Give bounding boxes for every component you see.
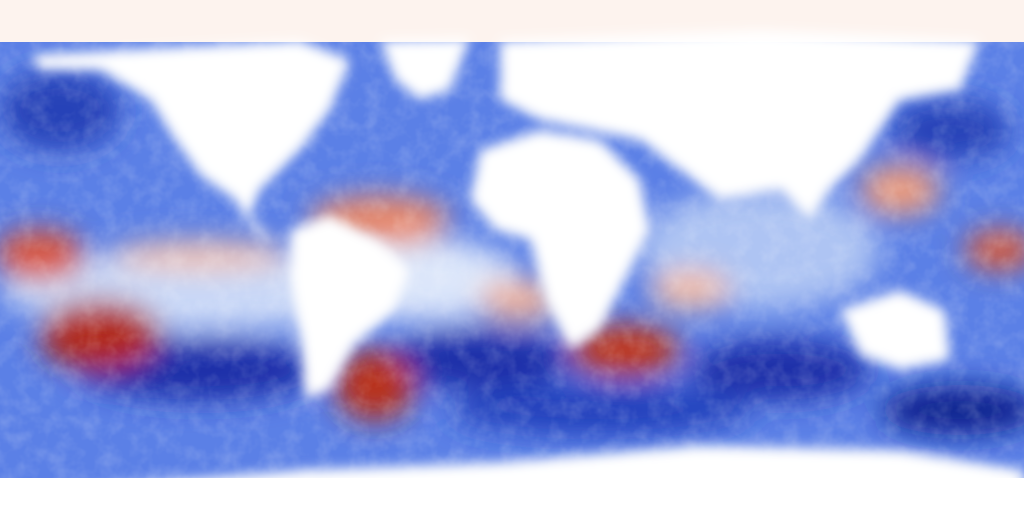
landmasses [0,30,1024,512]
australia [840,290,950,370]
eurasia [500,30,980,220]
north-america [30,40,350,245]
south-america [290,215,410,400]
greenland [380,38,470,100]
antarctica [0,445,1024,512]
africa [470,130,650,350]
